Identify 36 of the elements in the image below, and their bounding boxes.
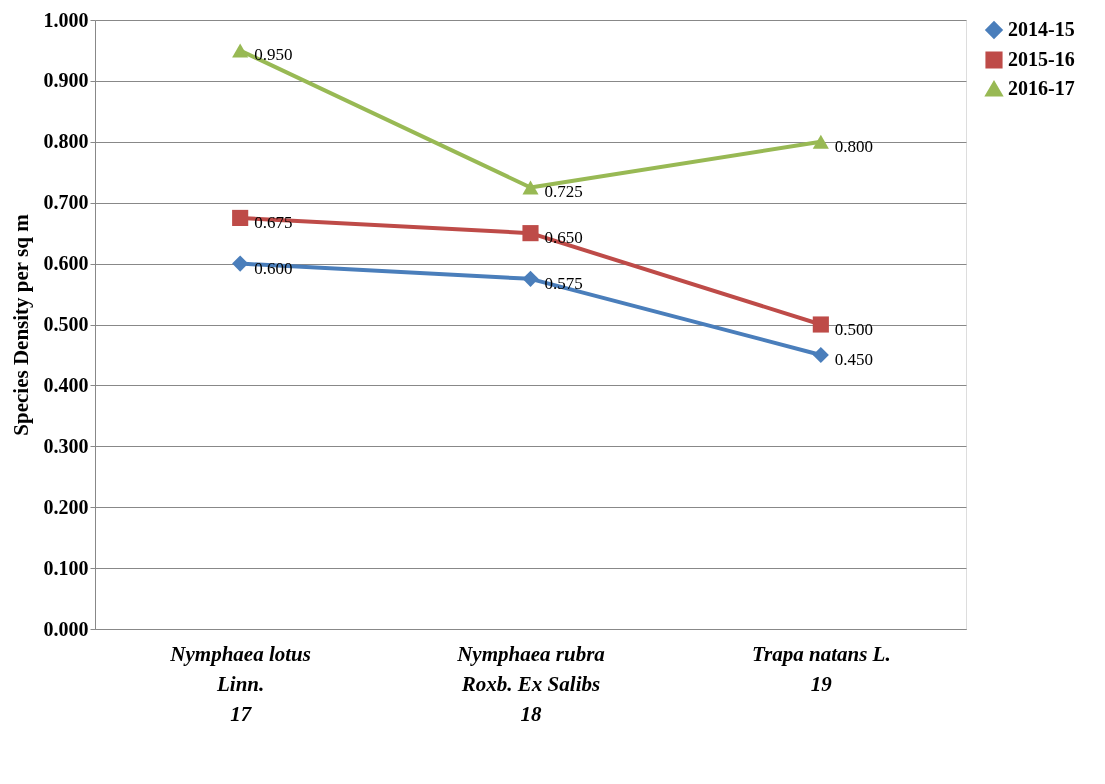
point [812,134,829,149]
data-label: 0.950 [254,45,293,65]
y-tick-label: 0.600 [43,252,89,275]
y-tick-label: 0.800 [43,130,89,153]
point [232,43,249,58]
data-label: 0.725 [544,182,583,202]
legend-label: 2014-15 [1008,18,1075,40]
y-tick-label: 0.900 [43,69,89,92]
y-tick-label: 0.200 [43,495,89,518]
text: 18 [520,701,542,726]
point [232,255,249,272]
y-tick-label: 0.300 [43,434,89,457]
data-label: 0.500 [834,319,874,339]
point [812,346,829,364]
legend-label: 2016-17 [1008,77,1075,99]
data-label: 0.800 [834,136,874,156]
y-axis-title: Species Density per sq m [8,213,33,436]
y-tick-label: 0.400 [43,373,89,396]
y-tick-label: 0.100 [43,556,89,579]
x-tick-label: Nymphaea lotus Linn. [169,641,311,696]
text: 17 [230,701,253,726]
point [522,180,539,195]
y-tick-label: 1.000 [43,8,89,31]
text: 19 [810,671,833,696]
y-tick-label: 0.700 [43,191,89,214]
point [522,270,539,287]
x-tick-label: Trapa natans L. [752,641,891,666]
data-label: 0.650 [544,228,583,248]
point [232,209,249,226]
legend-label: 2015-16 [1008,48,1075,70]
point [812,316,829,333]
x-tick-label: Nymphaea rubra Roxb. Ex Salibs [456,641,605,696]
point [522,225,539,242]
y-tick-label: 0.500 [43,313,89,335]
data-label: 0.450 [834,349,874,369]
y-tick-label: 0.000 [43,617,89,640]
